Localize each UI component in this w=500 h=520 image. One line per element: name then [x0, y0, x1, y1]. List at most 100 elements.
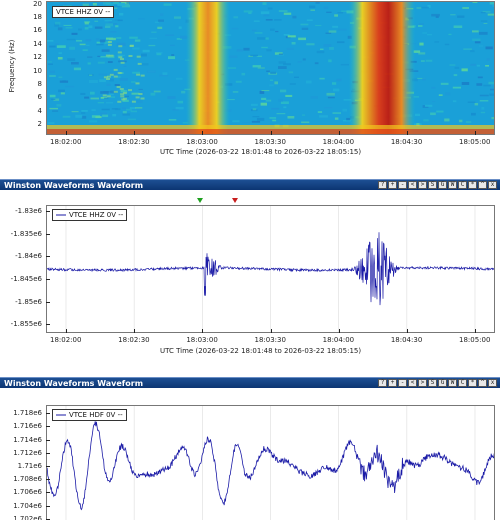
forward-icon[interactable]: > [418, 379, 427, 387]
waveform2-ytick-label: 1.708e6 [13, 475, 42, 484]
waveform1-time-label: UTC Time (2026-03-22 18:01:48 to 2026-03… [160, 347, 362, 355]
waveform1-xtick [134, 329, 136, 333]
waveform1-ytick-label: -1.855e6 [10, 320, 42, 329]
expand-icon[interactable]: ^ [478, 181, 487, 189]
spectrogram-xtick-label: 18:03:30 [254, 138, 286, 146]
waveform2-ytick [46, 465, 50, 467]
waveform1-xtick [66, 329, 67, 333]
spectrogram-ytick-label: 14 [33, 39, 42, 48]
waveform1-ytick [46, 256, 50, 258]
pick-marker-green[interactable] [197, 198, 203, 203]
wave-icon[interactable]: W [448, 181, 457, 189]
spectrogram-frame [46, 1, 495, 135]
waveform1-title: Winston Waveforms Waveform [4, 181, 144, 190]
spectrogram-xtick-label: 18:04:30 [390, 138, 423, 146]
waveform2-ytick-label: 1.706e6 [13, 488, 42, 497]
spectrogram-ylabel: Frequency (Hz) [8, 39, 16, 93]
waveform2-ytick [46, 439, 50, 441]
waveform2-ytick [46, 452, 50, 454]
waveform1-plot[interactable] [46, 205, 495, 333]
back-icon[interactable]: < [408, 181, 417, 189]
spectrogram-xtick-label: 18:03:00 [186, 138, 218, 146]
waveform1-frame [46, 205, 495, 333]
spectrogram-time-label: UTC Time (2026-03-22 18:01:48 to 2026-03… [160, 148, 362, 156]
spectrogram-ytick-label: 16 [33, 26, 42, 35]
spectrogram-ytick-label: 20 [33, 0, 42, 8]
zoom-out-icon[interactable]: - [398, 379, 407, 387]
spectrogram-xtick-label: 18:04:00 [322, 138, 355, 146]
waveform2-plot[interactable] [46, 405, 495, 520]
waveform1-xtick-label: 18:04:00 [322, 336, 355, 344]
waveform2-frame [46, 405, 495, 520]
waveform1-legend-swatch [56, 214, 66, 216]
gear-icon[interactable]: * [468, 379, 477, 387]
waveform1-ytick-label: -1.835e6 [10, 229, 42, 238]
waveform1-xtick-label: 18:03:30 [254, 336, 286, 344]
waveform2-ytick-label: 1.714e6 [13, 435, 42, 444]
spectrogram-xtick [134, 131, 136, 135]
waveform2-trace [46, 421, 495, 511]
waveform1-xtick [475, 329, 476, 333]
back-icon[interactable]: < [408, 379, 417, 387]
spectrogram-xtick [406, 131, 408, 135]
waveform1-xtick-label: 18:02:00 [50, 336, 82, 344]
spectrogram-ytick-label: 8 [37, 80, 42, 89]
waveform2-ytick [46, 505, 50, 507]
waveform2-ytick [46, 426, 50, 428]
waveform2-ytick-label: 1.718e6 [13, 409, 42, 418]
waveform2-legend: VTCE HDF 0V -- [52, 409, 127, 421]
wave-icon[interactable]: W [448, 379, 457, 387]
spectrogram-legend-text: VTCE HHZ 0V -- [56, 8, 111, 16]
spectrogram-icon[interactable]: G [438, 181, 447, 189]
waveform2-ytick-label: 1.712e6 [13, 448, 42, 457]
spectrogram-xtick-label: 18:05:00 [459, 138, 491, 146]
expand-icon[interactable]: ^ [478, 379, 487, 387]
waveform1-xtick-label: 18:04:30 [390, 336, 423, 344]
waveform1-xtick [270, 329, 272, 333]
clip-icon[interactable]: C [458, 379, 467, 387]
waveform2-ytick-label: 1.704e6 [13, 501, 42, 510]
pick-marker-red[interactable] [232, 198, 238, 203]
gear-icon[interactable]: * [468, 181, 477, 189]
waveform1-xtick [406, 329, 408, 333]
waveform2-legend-swatch [56, 414, 66, 416]
forward-icon[interactable]: > [418, 181, 427, 189]
waveform1-xtick-label: 18:05:00 [459, 336, 491, 344]
help-icon[interactable]: ? [378, 181, 387, 189]
waveform1-ytick [46, 301, 50, 303]
clip-icon[interactable]: C [458, 181, 467, 189]
spectrogram-ytick-label: 10 [33, 66, 42, 75]
waveform1-xtick-label: 18:03:00 [186, 336, 218, 344]
spectrogram-xtick [202, 131, 204, 135]
spectrogram-xtick [66, 131, 67, 135]
waveform1-xtick [338, 329, 340, 333]
waveform2-legend-text: VTCE HDF 0V -- [69, 411, 123, 419]
close-icon[interactable]: x [488, 181, 497, 189]
waveform1-ytick-label: -1.85e6 [15, 297, 42, 306]
zoom-in-icon[interactable]: + [388, 181, 397, 189]
help-icon[interactable]: ? [378, 379, 387, 387]
waveform2-title: Winston Waveforms Waveform [4, 379, 144, 388]
zoom-out-icon[interactable]: - [398, 181, 407, 189]
spectrogram-ytick-label: 6 [37, 93, 42, 102]
waveform1-trace [46, 232, 495, 306]
waveform2-ytick [46, 413, 50, 415]
spectrogram-icon[interactable]: G [438, 379, 447, 387]
waveform2-titlebar[interactable]: Winston Waveforms Waveform ? + - < > S G W C * ^ x [0, 377, 500, 388]
waveform1-ytick [46, 211, 50, 213]
waveform1-titlebar[interactable]: Winston Waveforms Waveform ? + - < > S G W C * ^ x [0, 179, 500, 190]
spectrum-icon[interactable]: S [428, 181, 437, 189]
close-icon[interactable]: x [488, 379, 497, 387]
spectrogram-legend: VTCE HHZ 0V -- [52, 6, 115, 18]
spectrogram-xtick [475, 131, 476, 135]
spectrum-icon[interactable]: S [428, 379, 437, 387]
waveform2-ytick-label: 1.71e6 [17, 461, 42, 470]
spectrogram-xtick-label: 18:02:00 [50, 138, 82, 146]
spectrogram-xtick [338, 131, 340, 135]
spectrogram-ytick-label: 12 [33, 53, 42, 62]
zoom-in-icon[interactable]: + [388, 379, 397, 387]
waveform1-ytick-label: -1.84e6 [15, 252, 42, 261]
waveform1-ytick [46, 278, 50, 280]
spectrogram-ytick-label: 2 [37, 120, 42, 129]
spectrogram-panel: Frequency (Hz) 20 18 16 14 12 10 8 6 4 2 [0, 0, 500, 168]
